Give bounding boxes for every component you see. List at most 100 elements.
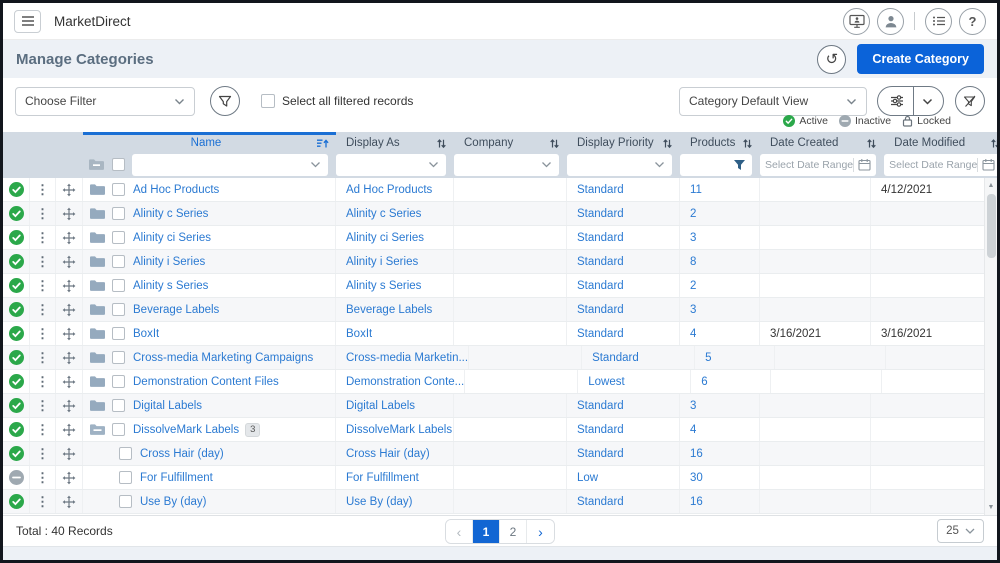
row-checkbox[interactable] (112, 351, 125, 364)
row-menu-button[interactable]: ⋮ (30, 466, 56, 489)
display-priority-link[interactable]: Standard (577, 328, 624, 340)
products-count-link[interactable]: 11 (690, 184, 702, 196)
row-checkbox[interactable] (112, 207, 125, 220)
row-checkbox[interactable] (112, 303, 125, 316)
display-as-link[interactable]: Cross-media Marketin... (346, 352, 468, 364)
category-name-link[interactable]: DissolveMark Labels (133, 424, 239, 436)
display-as-link[interactable]: Alinity c Series (346, 208, 421, 220)
date-modified-range-picker[interactable]: Select Date Range (884, 154, 1000, 176)
products-filter-input[interactable] (680, 154, 752, 176)
next-page-button[interactable]: › (527, 520, 554, 543)
display-priority-filter-select[interactable] (567, 154, 672, 176)
view-options-dropdown-button[interactable] (914, 87, 943, 115)
category-name-link[interactable]: Cross-media Marketing Campaigns (133, 352, 313, 364)
row-menu-button[interactable]: ⋮ (30, 394, 56, 417)
folder-icon[interactable] (89, 399, 106, 412)
scroll-up-button[interactable]: ▲ (985, 178, 997, 193)
scroll-down-button[interactable]: ▼ (985, 500, 997, 515)
row-drag-handle[interactable] (56, 442, 83, 465)
user-account-button[interactable] (877, 8, 904, 35)
display-as-filter-select[interactable] (336, 154, 446, 176)
row-menu-button[interactable]: ⋮ (30, 346, 56, 369)
row-checkbox[interactable] (112, 279, 125, 292)
products-count-link[interactable]: 3 (690, 400, 696, 412)
screen-share-button[interactable] (843, 8, 870, 35)
refresh-button[interactable]: ↺ (817, 45, 846, 74)
apply-filter-button[interactable] (210, 86, 240, 116)
previous-page-button[interactable]: ‹ (446, 520, 473, 543)
row-menu-button[interactable]: ⋮ (30, 322, 56, 345)
display-priority-link[interactable]: Standard (577, 232, 624, 244)
folder-icon[interactable] (89, 279, 106, 292)
select-all-filtered-checkbox[interactable] (261, 94, 275, 108)
products-count-link[interactable]: 30 (690, 472, 703, 484)
folder-icon[interactable] (89, 183, 106, 196)
products-count-link[interactable]: 2 (690, 280, 696, 292)
category-name-link[interactable]: Demonstration Content Files (133, 376, 279, 388)
display-as-link[interactable]: Alinity ci Series (346, 232, 424, 244)
company-filter-select[interactable] (454, 154, 559, 176)
category-name-link[interactable]: For Fulfillment (140, 472, 213, 484)
display-priority-link[interactable]: Low (577, 472, 598, 484)
row-checkbox[interactable] (112, 399, 125, 412)
display-as-link[interactable]: Demonstration Conte... (346, 376, 464, 388)
name-filter-select[interactable] (132, 154, 328, 176)
row-menu-button[interactable]: ⋮ (30, 442, 56, 465)
view-select[interactable]: Category Default View (679, 87, 867, 116)
products-count-link[interactable]: 3 (690, 232, 696, 244)
column-header-name[interactable]: Name (83, 135, 336, 150)
row-menu-button[interactable]: ⋮ (30, 370, 56, 393)
row-drag-handle[interactable] (56, 346, 83, 369)
display-as-link[interactable]: Cross Hair (day) (346, 448, 430, 460)
collapse-all-folder-icon[interactable] (88, 158, 105, 171)
category-name-link[interactable]: Alinity c Series (133, 208, 208, 220)
row-checkbox[interactable] (112, 327, 125, 340)
hamburger-menu-button[interactable] (14, 10, 41, 33)
display-priority-link[interactable]: Standard (577, 208, 624, 220)
folder-open-icon[interactable] (89, 423, 106, 436)
row-menu-button[interactable]: ⋮ (30, 418, 56, 441)
display-as-link[interactable]: Alinity i Series (346, 256, 418, 268)
row-drag-handle[interactable] (56, 202, 83, 225)
view-settings-button[interactable] (878, 87, 914, 115)
category-name-link[interactable]: Alinity i Series (133, 256, 205, 268)
row-drag-handle[interactable] (56, 322, 83, 345)
products-count-link[interactable]: 3 (690, 304, 696, 316)
date-created-range-picker[interactable]: Select Date Range (760, 154, 876, 176)
scrollbar-thumb[interactable] (987, 194, 996, 258)
display-priority-link[interactable]: Standard (577, 304, 624, 316)
row-checkbox[interactable] (112, 375, 125, 388)
row-drag-handle[interactable] (56, 250, 83, 273)
display-priority-link[interactable]: Standard (577, 280, 624, 292)
view-options-split-button[interactable] (877, 86, 944, 116)
row-drag-handle[interactable] (56, 178, 83, 201)
display-priority-link[interactable]: Standard (577, 448, 624, 460)
row-checkbox[interactable] (112, 255, 125, 268)
display-priority-link[interactable]: Lowest (588, 376, 624, 388)
row-menu-button[interactable]: ⋮ (30, 298, 56, 321)
products-count-link[interactable]: 16 (690, 448, 703, 460)
row-drag-handle[interactable] (56, 298, 83, 321)
row-menu-button[interactable]: ⋮ (30, 274, 56, 297)
column-header-date-modified[interactable]: Date Modified (884, 135, 1000, 150)
display-as-link[interactable]: Use By (day) (346, 496, 412, 508)
row-menu-button[interactable]: ⋮ (30, 490, 56, 513)
row-drag-handle[interactable] (56, 418, 83, 441)
display-priority-link[interactable]: Standard (577, 400, 624, 412)
display-as-link[interactable]: DissolveMark Labels (346, 424, 452, 436)
row-checkbox[interactable] (112, 423, 125, 436)
row-drag-handle[interactable] (56, 226, 83, 249)
row-menu-button[interactable]: ⋮ (30, 226, 56, 249)
row-drag-handle[interactable] (56, 370, 83, 393)
row-drag-handle[interactable] (56, 466, 83, 489)
row-checkbox[interactable] (112, 183, 125, 196)
display-priority-link[interactable]: Standard (592, 352, 639, 364)
products-count-link[interactable]: 2 (690, 208, 696, 220)
category-name-link[interactable]: Use By (day) (140, 496, 206, 508)
display-priority-link[interactable]: Standard (577, 184, 624, 196)
display-as-link[interactable]: Digital Labels (346, 400, 415, 412)
clear-filter-button[interactable] (955, 86, 985, 116)
list-menu-button[interactable] (925, 8, 952, 35)
folder-icon[interactable] (89, 351, 106, 364)
row-drag-handle[interactable] (56, 274, 83, 297)
